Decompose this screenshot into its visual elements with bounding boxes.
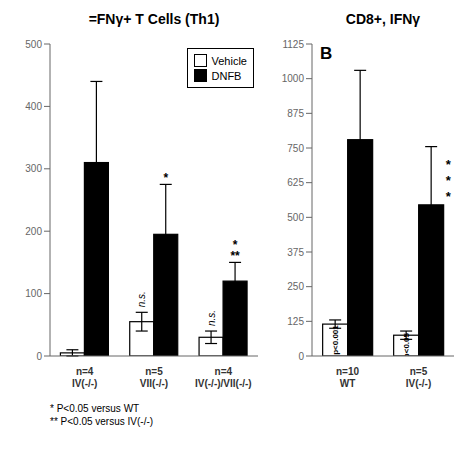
svg-text:n=4IV(-/-)/VII(-/-): n=4IV(-/-)/VII(-/-) <box>195 366 252 389</box>
svg-text:n=5VII(-/-): n=5VII(-/-) <box>140 366 168 389</box>
svg-text:0: 0 <box>298 351 304 362</box>
html-text:* P<0.05 versus WT: * P<0.05 versus WT <box>50 403 140 414</box>
svg-text:*: * <box>446 157 452 172</box>
svg-text:125: 125 <box>287 316 304 327</box>
svg-text:500: 500 <box>25 39 42 50</box>
svg-text:0: 0 <box>36 351 42 362</box>
html-text:DNFB: DNFB <box>211 69 242 82</box>
svg-text:n.s.: n.s. <box>136 291 147 307</box>
svg-text:200: 200 <box>25 226 42 237</box>
svg-text:300: 300 <box>25 163 42 174</box>
svg-text:625: 625 <box>287 177 304 188</box>
svg-text:375: 375 <box>287 247 304 258</box>
svg-text:**: ** <box>230 249 240 263</box>
svg-text:p<0.001: p<0.001 <box>331 325 340 355</box>
svg-text:100: 100 <box>25 288 42 299</box>
svg-text:n.s.: n.s. <box>206 310 217 326</box>
svg-text:750: 750 <box>287 143 304 154</box>
html-text:CD8+, IFNγ: CD8+, IFNγ <box>345 11 421 27</box>
svg-text:1125: 1125 <box>282 39 304 50</box>
svg-text:*: * <box>446 189 452 204</box>
html-text:** P<0.05 versus IV(-/-): ** P<0.05 versus IV(-/-) <box>50 416 154 427</box>
svg-text:400: 400 <box>25 101 42 112</box>
svg-text:250: 250 <box>287 281 304 292</box>
svg-text:n=4IV(-/-): n=4IV(-/-) <box>72 366 98 389</box>
svg-text:1000: 1000 <box>282 73 305 84</box>
svg-text:875: 875 <box>287 108 304 119</box>
svg-text:500: 500 <box>287 212 304 223</box>
html-text:B: B <box>320 44 333 63</box>
html-text:Vehicle: Vehicle <box>211 54 247 67</box>
svg-text:*: * <box>446 173 452 188</box>
svg-text:n=10WT: n=10WT <box>336 366 360 389</box>
html-text:=FNγ+ T Cells (Th1): =FNγ+ T Cells (Th1) <box>88 11 220 27</box>
svg-text:*: * <box>163 171 168 185</box>
svg-text:n=5IV(-/-): n=5IV(-/-) <box>406 366 432 389</box>
